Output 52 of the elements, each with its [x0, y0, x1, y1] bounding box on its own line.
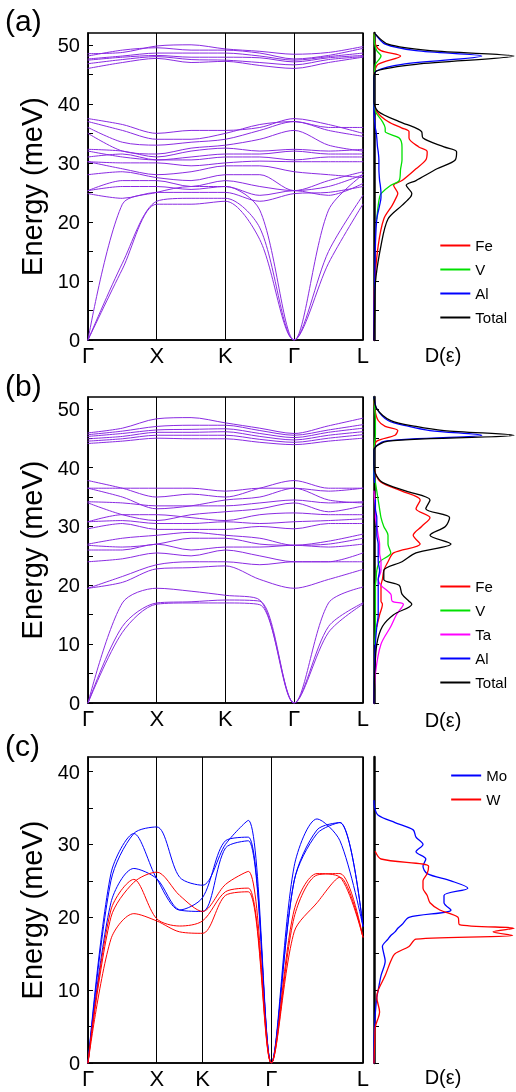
y-tick-label: 40 — [57, 92, 80, 115]
legend-label: Al — [475, 650, 489, 667]
x-tick-label: X — [149, 1065, 165, 1091]
y-tick-label: 50 — [57, 397, 80, 420]
chart-title: (c) — [5, 728, 40, 762]
x-tick-label: L — [356, 342, 370, 368]
y-tick-label: 20 — [57, 574, 80, 597]
y-tick-label: 0 — [68, 1052, 80, 1074]
x-tick-label: Γ — [81, 342, 95, 368]
y-tick-label: 40 — [57, 760, 80, 783]
y-tick-label: 10 — [57, 269, 80, 292]
y-tick-label: 30 — [57, 833, 80, 856]
x-tick-label: K — [218, 342, 234, 368]
chart-title: (b) — [5, 368, 42, 402]
legend-label: W — [486, 791, 502, 808]
x-tick-label: K — [218, 705, 234, 731]
x-axis-title: D(ε) — [424, 344, 462, 366]
x-tick-label: Γ — [288, 705, 301, 731]
legend-label: Ta — [475, 626, 492, 643]
y-tick-label: 20 — [57, 210, 80, 233]
y-axis-title: Energy (meV) — [15, 97, 48, 276]
legend-label: Fe — [475, 237, 493, 254]
legend-label: Mo — [486, 767, 508, 784]
y-tick-label: 50 — [57, 33, 80, 56]
x-tick-label: Γ — [81, 1065, 95, 1091]
y-tick-label: 0 — [68, 692, 80, 714]
y-tick-label: 10 — [57, 633, 80, 656]
legend-label: Total — [475, 674, 507, 691]
x-tick-label: X — [149, 342, 165, 368]
legend-label: V — [475, 261, 486, 278]
y-tick-label: 40 — [57, 456, 80, 479]
x-tick-label: L — [356, 1065, 370, 1091]
legend-label: V — [475, 602, 486, 619]
x-tick-label: L — [356, 705, 370, 731]
y-axis-title: Energy (meV) — [15, 460, 48, 640]
y-tick-label: 30 — [57, 151, 80, 174]
x-tick-label: Γ — [81, 705, 95, 731]
y-tick-label: 0 — [68, 329, 80, 351]
x-tick-label: K — [195, 1065, 211, 1091]
x-axis-title: D(ε) — [424, 709, 462, 731]
x-tick-label: Γ — [265, 1065, 278, 1091]
y-tick-label: 10 — [57, 979, 80, 1002]
legend-label: Total — [475, 309, 507, 326]
legend-label: Al — [475, 285, 489, 302]
x-tick-label: X — [149, 705, 165, 731]
x-tick-label: Γ — [288, 342, 301, 368]
y-tick-label: 20 — [57, 906, 80, 929]
legend-label: Fe — [475, 578, 493, 595]
y-axis-title: Energy (meV) — [15, 820, 48, 1000]
x-axis-title: D(ε) — [424, 1066, 462, 1088]
y-tick-label: 30 — [57, 515, 80, 538]
chart-title: (a) — [5, 3, 42, 37]
